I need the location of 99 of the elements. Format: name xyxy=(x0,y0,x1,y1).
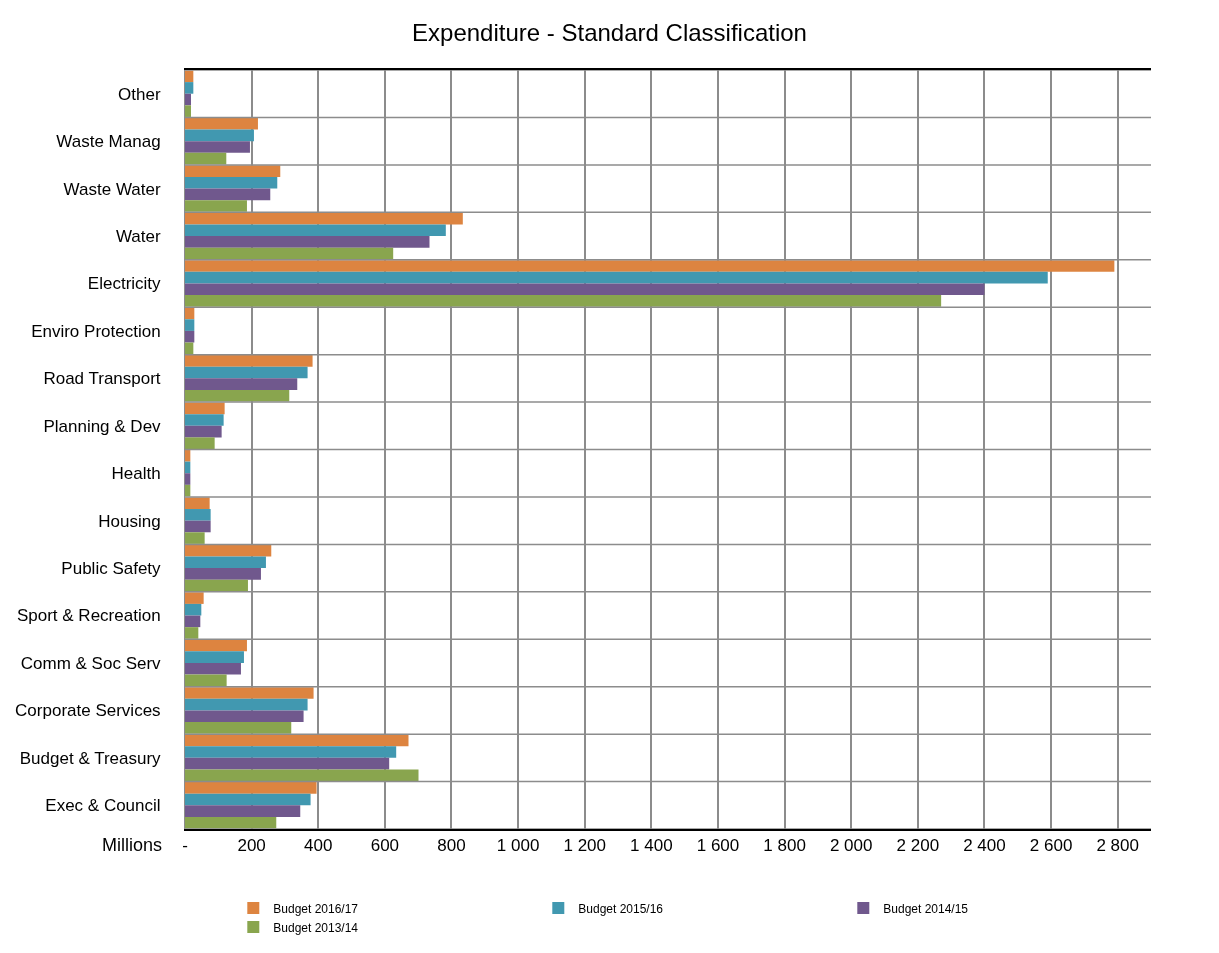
x-tick-label: 2 800 xyxy=(1096,836,1139,856)
bar xyxy=(185,425,222,438)
bar xyxy=(185,260,1115,272)
bar xyxy=(185,662,241,675)
y-tick-label: Road Transport xyxy=(43,369,161,389)
bar xyxy=(185,746,397,758)
bar xyxy=(185,603,202,616)
y-tick-label: Comm & Soc Serv xyxy=(20,653,162,673)
bar xyxy=(185,687,314,699)
bar xyxy=(185,307,195,320)
bar xyxy=(185,615,201,628)
bar xyxy=(185,295,942,307)
bar xyxy=(185,782,317,794)
bar xyxy=(185,330,195,343)
x-tick-label: 1 800 xyxy=(763,836,806,856)
bar xyxy=(185,769,419,782)
x-tick-label: 2 600 xyxy=(1029,836,1073,856)
x-tick-label: 800 xyxy=(437,836,466,856)
bar xyxy=(185,283,985,296)
x-tick-label: 2 200 xyxy=(896,836,940,856)
legend-label: Budget 2016/17 xyxy=(273,901,359,916)
bar xyxy=(185,93,191,106)
bar xyxy=(185,793,311,806)
legend-label: Budget 2013/14 xyxy=(273,920,359,935)
bar xyxy=(185,651,244,663)
bar xyxy=(185,319,195,331)
bar xyxy=(185,141,250,153)
y-tick-label: Housing xyxy=(98,511,161,531)
bar xyxy=(185,82,194,94)
x-tick-label: 2 000 xyxy=(829,836,873,856)
x-tick-label: 1 000 xyxy=(496,836,540,856)
bar xyxy=(185,200,247,212)
bar xyxy=(185,734,409,747)
x-tick-label: 1 400 xyxy=(630,836,673,856)
bar xyxy=(185,437,215,450)
bar xyxy=(185,271,1048,284)
y-tick-label: Waste Water xyxy=(63,179,161,199)
bar xyxy=(185,212,463,225)
x-tick-label: 200 xyxy=(237,836,266,856)
bar xyxy=(185,414,224,426)
bar xyxy=(185,224,446,237)
bar xyxy=(185,402,225,415)
x-tick-label: 400 xyxy=(304,836,333,856)
bar xyxy=(185,152,227,165)
x-tick-label: 1 600 xyxy=(696,836,740,856)
bar xyxy=(185,342,194,355)
y-tick-label: Water xyxy=(115,226,161,246)
x-tick-label: 1 200 xyxy=(563,836,606,856)
y-tick-label: Planning & Dev xyxy=(43,416,162,436)
bar xyxy=(185,520,211,533)
y-tick-label: Budget & Treasury xyxy=(19,748,162,768)
bar xyxy=(185,757,390,770)
y-tick-label: Other xyxy=(118,84,161,104)
bar xyxy=(185,389,290,402)
bar xyxy=(185,247,394,260)
bar xyxy=(185,176,278,189)
y-tick-label: Public Safety xyxy=(61,559,162,579)
legend-label: Budget 2014/15 xyxy=(883,901,969,916)
bar xyxy=(185,674,227,687)
bar xyxy=(185,378,298,390)
bar xyxy=(185,805,301,817)
x-tick-label: 600 xyxy=(370,836,400,856)
bar xyxy=(185,544,272,557)
bar xyxy=(185,117,258,130)
x-tick-label: 2 400 xyxy=(963,836,1006,856)
bar xyxy=(185,165,281,177)
y-tick-label: Waste Manag xyxy=(56,132,161,152)
bar xyxy=(185,722,292,734)
bar xyxy=(185,188,271,201)
bar xyxy=(185,568,261,580)
bar xyxy=(185,497,210,510)
bar xyxy=(185,710,304,723)
bar xyxy=(185,592,204,604)
y-tick-label: Corporate Services xyxy=(15,701,161,721)
y-tick-label: Sport & Recreation xyxy=(16,606,161,626)
bar xyxy=(185,639,247,652)
bar xyxy=(185,509,211,521)
bar xyxy=(185,70,194,83)
y-tick-label: Exec & Council xyxy=(45,796,161,816)
y-tick-label: Enviro Protection xyxy=(31,321,161,341)
bar xyxy=(185,698,308,711)
bar xyxy=(185,236,430,248)
bar xyxy=(185,366,308,379)
bar xyxy=(185,579,248,592)
bar xyxy=(185,449,191,462)
x-tick-label: - xyxy=(182,836,188,856)
text: Millions xyxy=(102,835,163,855)
bar xyxy=(185,105,191,117)
y-tick-label: Health xyxy=(111,464,161,484)
chart-title: Expenditure - Standard Classification xyxy=(412,18,807,46)
bar xyxy=(185,556,266,569)
bar xyxy=(185,627,199,639)
y-tick-label: Electricity xyxy=(87,274,162,294)
bar xyxy=(185,473,191,485)
legend-label: Budget 2015/16 xyxy=(578,901,664,916)
bar xyxy=(185,355,313,367)
bar xyxy=(185,532,205,544)
bar xyxy=(185,129,254,142)
bar xyxy=(185,816,277,829)
